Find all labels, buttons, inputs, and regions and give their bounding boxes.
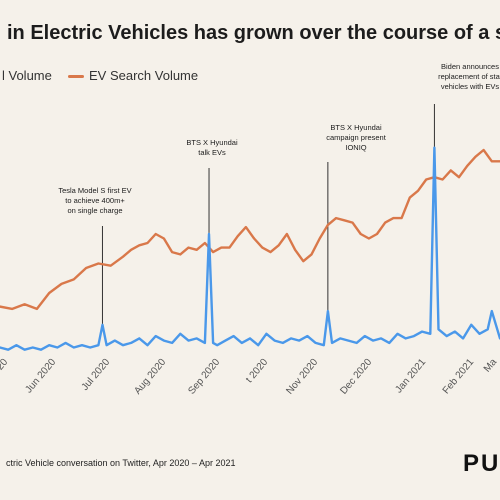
brand-logo: PU bbox=[463, 450, 500, 477]
footer-source: ctric Vehicle conversation on Twitter, A… bbox=[6, 458, 236, 468]
annotation-label: BTS X Hyundai bbox=[186, 138, 238, 147]
chart-title: in Electric Vehicles has grown over the … bbox=[7, 22, 500, 44]
legend-entry-social: l Volume bbox=[2, 68, 52, 83]
annotation-label: BTS X Hyundai bbox=[330, 123, 382, 132]
x-tick-label: Jan 2021 bbox=[393, 357, 428, 396]
annotation-label: on single charge bbox=[67, 206, 122, 215]
annotation-label: Tesla Model S first EV bbox=[58, 186, 131, 195]
legend: l Volume EV Search Volume bbox=[0, 66, 500, 88]
annotation-label: Biden announces bbox=[441, 62, 499, 71]
series-line-ev-search-volume bbox=[0, 148, 500, 311]
annotation-label: talk EVs bbox=[198, 148, 226, 157]
x-tick-label: Sep 2020 bbox=[186, 357, 222, 397]
x-tick-label: Jun 2020 bbox=[23, 357, 58, 396]
legend-swatch-search bbox=[68, 75, 84, 78]
legend-entry-search: EV Search Volume bbox=[89, 68, 199, 83]
x-tick-label: Dec 2020 bbox=[338, 357, 374, 397]
annotation-label: to achieve 400m+ bbox=[65, 196, 125, 205]
x-tick-label: Nov 2020 bbox=[284, 357, 320, 397]
x-tick-label: t 2020 bbox=[244, 357, 271, 386]
annotation-label: replacement of stat bbox=[438, 72, 500, 81]
x-tick-label: Feb 2021 bbox=[441, 357, 477, 397]
x-tick-label: Jul 2020 bbox=[80, 357, 113, 393]
x-tick-label: y 2020 bbox=[0, 357, 11, 387]
series-line-l-volume bbox=[0, 146, 500, 351]
annotation-label: IONIQ bbox=[345, 143, 366, 152]
annotation-label: vehicles with EVs bbox=[441, 82, 500, 91]
x-tick-label: Aug 2020 bbox=[132, 357, 168, 397]
x-tick-label: Ma bbox=[482, 357, 500, 375]
annotation-label: campaign present bbox=[326, 133, 387, 142]
